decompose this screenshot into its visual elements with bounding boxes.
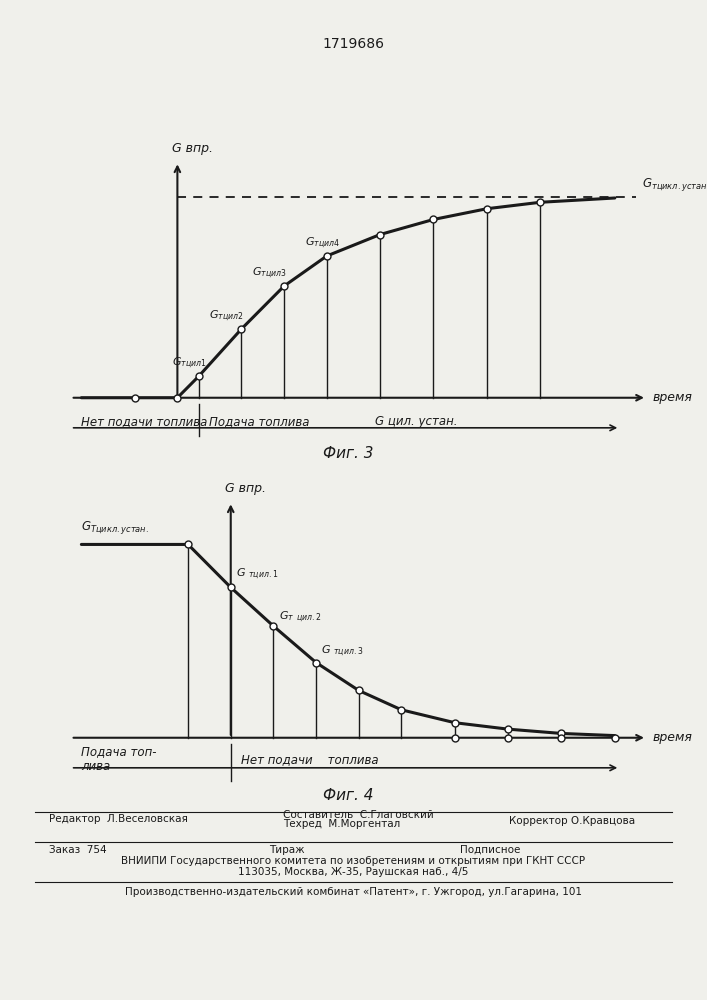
Text: время: время bbox=[652, 391, 692, 404]
Text: Нет подачи топлива: Нет подачи топлива bbox=[81, 415, 208, 428]
Text: Фиг. 3: Фиг. 3 bbox=[323, 446, 373, 461]
Text: Подача топлива: Подача топлива bbox=[209, 415, 310, 428]
Text: ВНИИПИ Государственного комитета по изобретениям и открытиям при ГКНТ СССР: ВНИИПИ Государственного комитета по изоб… bbox=[122, 856, 585, 866]
Text: Техред  М.Моргентал: Техред М.Моргентал bbox=[283, 819, 400, 829]
Text: Редактор  Л.Веселовская: Редактор Л.Веселовская bbox=[49, 814, 188, 824]
Text: G впр.: G впр. bbox=[226, 482, 267, 495]
Text: G$_{Тцикл.устан.}$: G$_{Тцикл.устан.}$ bbox=[81, 519, 149, 536]
Text: Производственно-издательский комбинат «Патент», г. Ужгород, ул.Гагарина, 101: Производственно-издательский комбинат «П… bbox=[125, 887, 582, 897]
Text: Подача топ-
лива: Подача топ- лива bbox=[81, 745, 157, 773]
Text: G $_{тцил. 3}$: G $_{тцил. 3}$ bbox=[322, 643, 364, 658]
Text: Корректор О.Кравцова: Корректор О.Кравцова bbox=[509, 816, 635, 826]
Text: Составитель  С.Глаговский: Составитель С.Глаговский bbox=[283, 810, 433, 820]
Text: G$_{тцил2}$: G$_{тцил2}$ bbox=[209, 308, 244, 323]
Text: G впр.: G впр. bbox=[172, 142, 213, 155]
Text: время: время bbox=[652, 731, 692, 744]
Text: Тираж: Тираж bbox=[269, 845, 304, 855]
Text: Нет подачи    топлива: Нет подачи топлива bbox=[241, 753, 379, 766]
Text: G $_{тцил.1}$: G $_{тцил.1}$ bbox=[236, 566, 279, 581]
Text: 113035, Москва, Ж-35, Раушская наб., 4/5: 113035, Москва, Ж-35, Раушская наб., 4/5 bbox=[238, 867, 469, 877]
Text: 1719686: 1719686 bbox=[322, 37, 385, 51]
Text: G$_{тцил4}$: G$_{тцил4}$ bbox=[305, 235, 341, 250]
Text: Фиг. 4: Фиг. 4 bbox=[323, 788, 373, 803]
Text: G$_{тцил3}$: G$_{тцил3}$ bbox=[252, 265, 287, 280]
Text: Подписное: Подписное bbox=[460, 845, 520, 855]
Text: Заказ  754: Заказ 754 bbox=[49, 845, 107, 855]
Text: G цил. устан.: G цил. устан. bbox=[375, 415, 457, 428]
Text: G$_т$ $_{цил. 2}$: G$_т$ $_{цил. 2}$ bbox=[279, 609, 322, 624]
Text: G$_{тцикл.устан.}$: G$_{тцикл.устан.}$ bbox=[641, 176, 707, 193]
Text: G$_{тцил1}$: G$_{тцил1}$ bbox=[172, 355, 207, 370]
